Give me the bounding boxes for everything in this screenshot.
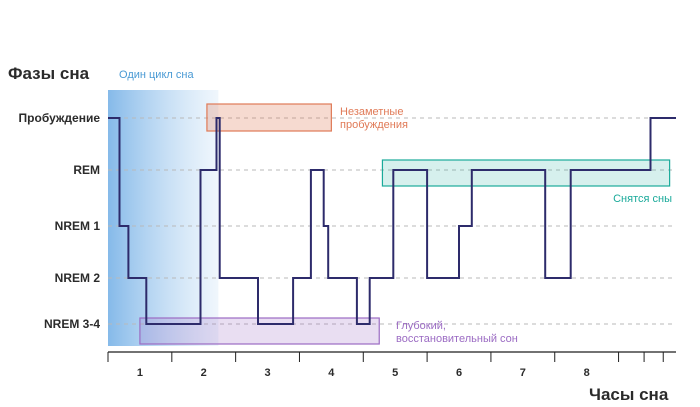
x-ticks: 1 2 3 4 5 6 7 8 (107, 352, 664, 379)
dreams-label: Снятся сны (613, 193, 672, 205)
unnoticed-awakenings-box (206, 103, 332, 132)
x-tick-label: 3 (264, 367, 270, 379)
deep-sleep-label: Глубокий, восстановительный сон (396, 320, 518, 345)
y-tick-label: NREM 3-4 (44, 317, 100, 331)
y-tick-label: Пробуждение (19, 111, 101, 125)
x-axis-title: Часы сна (589, 385, 669, 404)
y-axis-title: Фазы сна (8, 64, 90, 83)
x-tick-label: 6 (456, 367, 462, 379)
sleep-stage-line (108, 117, 676, 325)
sleep-cycle-label: Один цикл сна (119, 69, 194, 81)
y-tick-label: NREM 1 (55, 219, 101, 233)
x-tick-label: 5 (392, 367, 398, 379)
y-category-labels: NREM 3-4 NREM 2 NREM 1 REM Пробуждение (19, 111, 101, 331)
sleep-cycle-band (108, 90, 219, 346)
x-tick-label: 2 (201, 367, 207, 379)
x-tick-label: 7 (520, 367, 526, 379)
unnoticed-awakenings-label: Незаметные пробуждения (340, 106, 408, 131)
dreams-box (381, 159, 671, 187)
x-tick-label: 1 (137, 367, 143, 379)
deep-sleep-box (139, 317, 380, 345)
x-tick-label: 4 (328, 367, 335, 379)
y-tick-label: REM (73, 163, 100, 177)
y-tick-label: NREM 2 (55, 271, 101, 285)
x-tick-label: 8 (584, 367, 590, 379)
